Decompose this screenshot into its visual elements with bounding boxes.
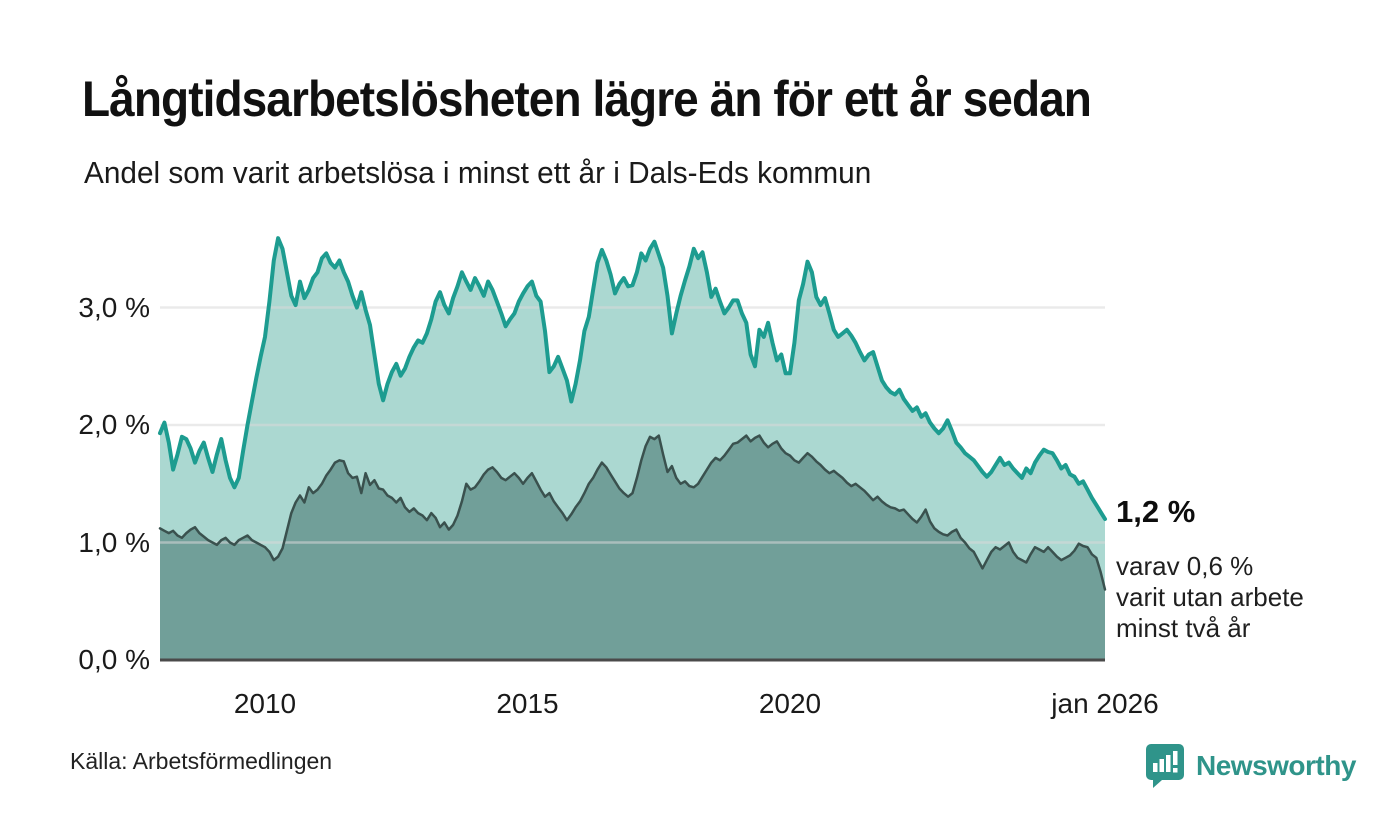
y-tick-label: 1,0 % bbox=[78, 526, 150, 558]
y-tick-label: 2,0 % bbox=[78, 409, 150, 440]
end-value-annotation: 1,2 % bbox=[1116, 494, 1196, 529]
page-title: Långtidsarbetslösheten lägre än för ett … bbox=[82, 71, 1092, 127]
end-note-line: minst två år bbox=[1116, 613, 1251, 643]
x-tick-label: 2015 bbox=[496, 688, 559, 719]
newsworthy-logo-icon bbox=[1146, 744, 1184, 788]
x-tick-label: 2010 bbox=[233, 688, 297, 719]
end-note-line: varit utan arbete bbox=[1116, 582, 1304, 612]
x-tick-label: 2020 bbox=[758, 688, 822, 719]
end-note-line: varav 0,6 % bbox=[1116, 551, 1254, 581]
series-line-min-ett-ar bbox=[158, 236, 1107, 521]
y-tick-label: 0,0 % bbox=[78, 644, 150, 675]
newsworthy-brand: Newsworthy bbox=[1144, 742, 1356, 790]
x-tick-label: jan 2026 bbox=[1051, 688, 1159, 719]
end-note-annotation: varav 0,6 % varit utan arbete minst två … bbox=[1116, 551, 1304, 644]
series-line-min-tva-ar bbox=[158, 434, 1107, 591]
newsworthy-wordmark: Newsworthy bbox=[1196, 750, 1356, 781]
series-fill-min-tva-ar bbox=[160, 435, 1105, 660]
chart-subtitle: Andel som varit arbetslösa i minst ett å… bbox=[84, 155, 872, 190]
y-tick-label: 3,0 % bbox=[78, 291, 150, 323]
source-label: Källa: Arbetsförmedlingen bbox=[70, 748, 333, 774]
